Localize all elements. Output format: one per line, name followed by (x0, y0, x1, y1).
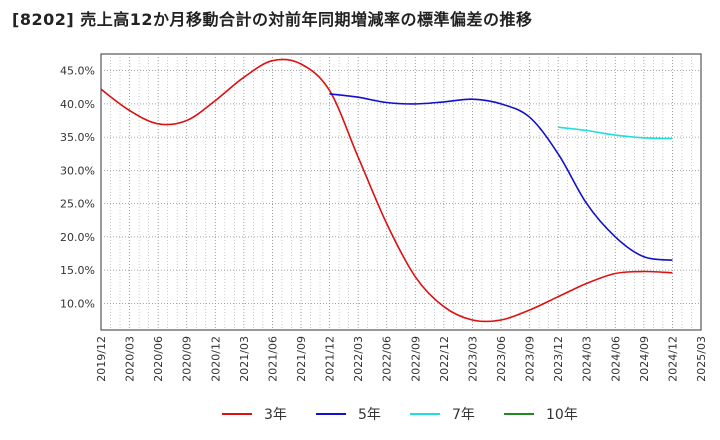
x-axis-ticks: 2019/12 2020/03 2020/06 2020/09 2020/12 2021/… (95, 336, 708, 382)
x-tick-label: 2020/09 (181, 336, 194, 382)
x-tick-label: 2021/12 (324, 336, 337, 382)
y-tick-label: 40.0% (60, 98, 95, 111)
series-line-1 (100, 58, 673, 323)
x-tick-label: 2024/12 (666, 336, 679, 382)
x-tick-label: 2021/03 (238, 336, 251, 382)
x-tick-label: 2024/06 (609, 336, 622, 382)
x-tick-label: 2021/09 (295, 336, 308, 382)
x-tick-label: 2022/06 (381, 336, 394, 382)
series-lines (100, 58, 673, 323)
y-tick-label: 25.0% (60, 198, 95, 211)
y-tick-label: 35.0% (60, 131, 95, 144)
y-tick-label: 20.0% (60, 231, 95, 244)
x-tick-label: 2022/12 (438, 336, 451, 382)
legend-label: 5年 (358, 407, 381, 423)
x-tick-label: 2024/03 (581, 336, 594, 382)
y-tick-label: 10.0% (60, 297, 95, 310)
x-tick-label: 2023/12 (552, 336, 565, 382)
series-line-3 (558, 126, 673, 140)
x-tick-label: 2020/06 (152, 336, 165, 382)
x-tick-label: 2025/03 (695, 336, 708, 382)
y-tick-label: 30.0% (60, 164, 95, 177)
x-tick-label: 2023/06 (495, 336, 508, 382)
chart-title: [8202] 売上高12か月移動合計の対前年同期増減率の標準偏差の推移 (12, 10, 533, 29)
x-tick-label: 2021/06 (266, 336, 279, 382)
x-tick-label: 2020/03 (124, 336, 137, 382)
x-tick-label: 2019/12 (95, 336, 108, 382)
y-tick-label: 15.0% (60, 264, 95, 277)
x-tick-label: 2022/09 (409, 336, 422, 382)
x-tick-label: 2020/12 (209, 336, 222, 382)
legend-label: 7年 (452, 407, 475, 423)
y-axis-ticks: 10.0% 15.0% 20.0% 25.0% 30.0% 35.0% 40.0% 45.0% (60, 65, 95, 311)
grid-lines (101, 54, 701, 330)
legend-label: 10年 (546, 407, 578, 423)
x-tick-label: 2022/03 (352, 336, 365, 382)
y-tick-label: 45.0% (60, 65, 95, 78)
legend-label: 3年 (264, 407, 287, 423)
legend: 3年 5年 7年 10年 (222, 407, 578, 423)
x-tick-label: 2023/09 (524, 336, 537, 382)
x-tick-label: 2024/09 (638, 336, 651, 382)
plot-area (100, 53, 702, 331)
series-line-2 (329, 93, 673, 261)
x-tick-label: 2023/03 (466, 336, 479, 382)
